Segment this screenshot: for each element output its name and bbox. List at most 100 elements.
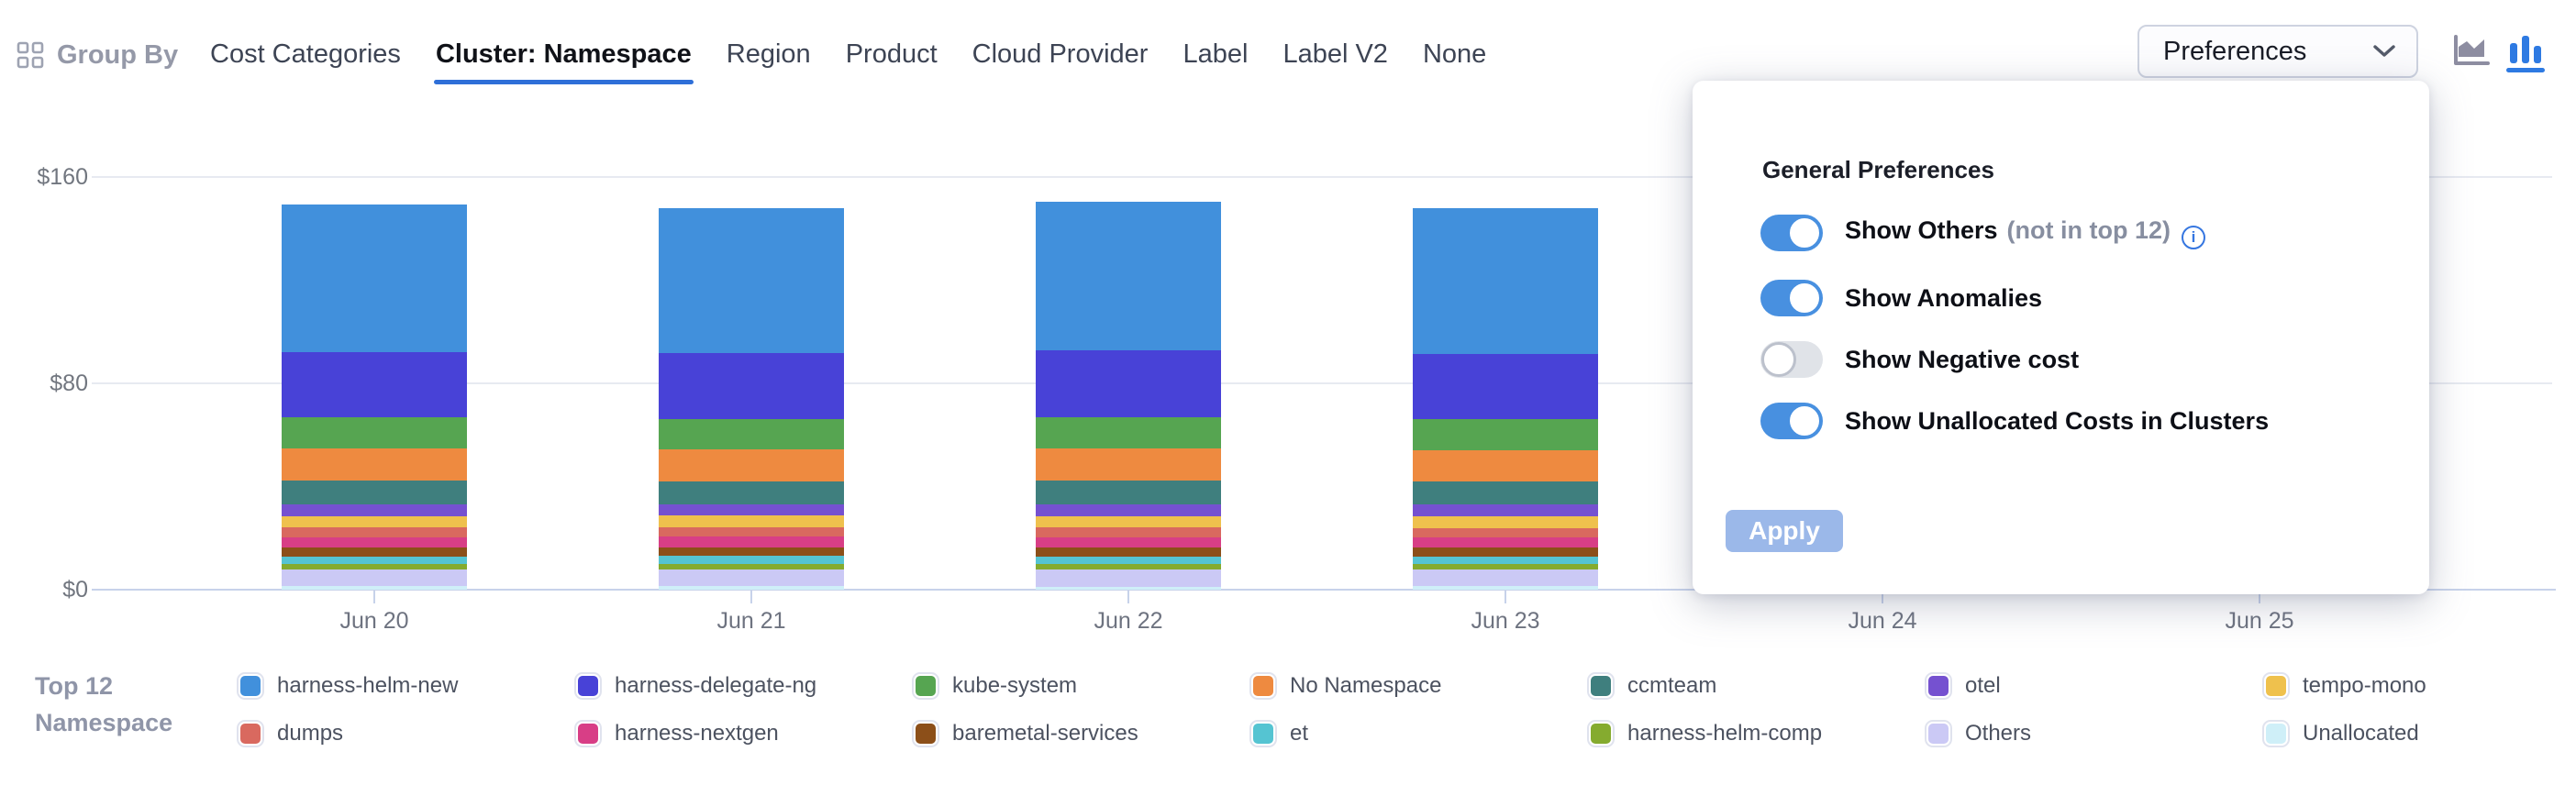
legend-item-tempo-mono[interactable]: tempo-mono bbox=[2262, 662, 2576, 710]
bar-segment-harness-delegate-ng[interactable] bbox=[1413, 353, 1598, 420]
tab-region[interactable]: Region bbox=[726, 39, 811, 69]
bar-segment-tempo-mono[interactable] bbox=[659, 515, 844, 527]
bar-segment-harness-helm-new[interactable] bbox=[282, 205, 467, 352]
toggle-label-1: Show Anomalies bbox=[1845, 283, 2043, 312]
legend-item-unallocated[interactable]: Unallocated bbox=[2262, 710, 2576, 757]
bar-segment-otel[interactable] bbox=[659, 503, 844, 516]
tab-cost-categories[interactable]: Cost Categories bbox=[210, 39, 401, 69]
legend-item-harness-nextgen[interactable]: harness-nextgen bbox=[574, 710, 912, 757]
preferences-dropdown-button[interactable]: Preferences bbox=[2137, 25, 2418, 78]
bar-segment-harness-helm-comp[interactable] bbox=[282, 563, 467, 569]
x-axis-label: Jun 23 bbox=[1471, 608, 1540, 634]
bar-segment-harness-delegate-ng[interactable] bbox=[659, 352, 844, 419]
tab-none[interactable]: None bbox=[1422, 39, 1487, 69]
toggle-switch-3[interactable] bbox=[1760, 403, 1823, 439]
tab-label-v2[interactable]: Label V2 bbox=[1282, 39, 1388, 69]
legend-item-et[interactable]: et bbox=[1249, 710, 1587, 757]
x-axis-tick bbox=[373, 591, 375, 603]
legend-item-dumps[interactable]: dumps bbox=[237, 710, 574, 757]
bar-segment-dumps[interactable] bbox=[282, 526, 467, 537]
bar-segment-others[interactable] bbox=[659, 569, 844, 586]
bar-segment-unallocated[interactable] bbox=[282, 585, 467, 590]
legend-swatch bbox=[1249, 672, 1277, 700]
bar-segment-harness-delegate-ng[interactable] bbox=[282, 351, 467, 418]
legend-item-harness-helm-comp[interactable]: harness-helm-comp bbox=[1587, 710, 1925, 757]
bar-segment-kube-system[interactable] bbox=[282, 417, 467, 449]
bar-jun-21[interactable] bbox=[659, 208, 844, 590]
bar-segment-otel[interactable] bbox=[1036, 503, 1221, 516]
tab-cloud-provider[interactable]: Cloud Provider bbox=[972, 39, 1149, 69]
legend-item-harness-helm-new[interactable]: harness-helm-new bbox=[237, 662, 574, 710]
bar-segment-others[interactable] bbox=[1413, 569, 1598, 587]
bar-segment-others[interactable] bbox=[1036, 569, 1221, 587]
bar-segment-no-namespace[interactable] bbox=[659, 449, 844, 481]
bar-segment-otel[interactable] bbox=[1413, 504, 1598, 517]
bar-segment-tempo-mono[interactable] bbox=[282, 515, 467, 527]
legend-item-others[interactable]: Others bbox=[1925, 710, 2262, 757]
bar-segment-dumps[interactable] bbox=[659, 526, 844, 537]
legend-item-baremetal-services[interactable]: baremetal-services bbox=[912, 710, 1249, 757]
bar-segment-et[interactable] bbox=[659, 556, 844, 564]
bar-segment-ccmteam[interactable] bbox=[1413, 481, 1598, 505]
bar-segment-harness-nextgen[interactable] bbox=[282, 536, 467, 547]
bar-segment-harness-nextgen[interactable] bbox=[659, 536, 844, 547]
toggle-row-1: Show Anomalies bbox=[1760, 280, 2042, 316]
apply-button[interactable]: Apply bbox=[1726, 510, 1843, 552]
bar-segment-unallocated[interactable] bbox=[1413, 586, 1598, 590]
tab-product[interactable]: Product bbox=[845, 39, 938, 69]
bar-jun-20[interactable] bbox=[282, 205, 467, 590]
bar-segment-harness-delegate-ng[interactable] bbox=[1036, 350, 1221, 418]
bar-segment-harness-helm-new[interactable] bbox=[659, 208, 844, 353]
tab-cluster-namespace[interactable]: Cluster: Namespace bbox=[433, 39, 694, 84]
bar-segment-otel[interactable] bbox=[282, 503, 467, 516]
bar-segment-ccmteam[interactable] bbox=[282, 481, 467, 504]
bar-segment-kube-system[interactable] bbox=[1413, 419, 1598, 450]
preferences-dropdown-label: Preferences bbox=[2163, 36, 2307, 66]
bar-segment-ccmteam[interactable] bbox=[659, 481, 844, 504]
bar-segment-kube-system[interactable] bbox=[659, 418, 844, 449]
legend-item-no-namespace[interactable]: No Namespace bbox=[1249, 662, 1587, 710]
bar-segment-harness-nextgen[interactable] bbox=[1036, 536, 1221, 547]
bar-segment-baremetal-services[interactable] bbox=[1036, 547, 1221, 558]
x-axis-tick bbox=[1505, 591, 1506, 603]
bar-segment-harness-helm-comp[interactable] bbox=[659, 563, 844, 569]
bar-segment-dumps[interactable] bbox=[1036, 526, 1221, 537]
bar-segment-tempo-mono[interactable] bbox=[1413, 516, 1598, 528]
x-axis-label: Jun 21 bbox=[716, 608, 786, 634]
bar-segment-no-namespace[interactable] bbox=[282, 448, 467, 481]
legend-item-otel[interactable]: otel bbox=[1925, 662, 2262, 710]
bar-segment-tempo-mono[interactable] bbox=[1036, 515, 1221, 527]
info-icon[interactable]: i bbox=[2182, 226, 2205, 249]
bar-segment-harness-helm-comp[interactable] bbox=[1413, 564, 1598, 570]
bar-segment-no-namespace[interactable] bbox=[1413, 449, 1598, 482]
legend-item-harness-delegate-ng[interactable]: harness-delegate-ng bbox=[574, 662, 912, 710]
bar-segment-harness-nextgen[interactable] bbox=[1413, 537, 1598, 548]
area-chart-icon[interactable] bbox=[2451, 35, 2492, 74]
bar-segment-et[interactable] bbox=[1036, 557, 1221, 565]
legend-item-ccmteam[interactable]: ccmteam bbox=[1587, 662, 1925, 710]
bar-jun-23[interactable] bbox=[1413, 207, 1598, 590]
bar-segment-dumps[interactable] bbox=[1413, 527, 1598, 538]
bar-segment-harness-helm-new[interactable] bbox=[1413, 207, 1598, 354]
bar-segment-others[interactable] bbox=[282, 569, 467, 586]
bar-segment-ccmteam[interactable] bbox=[1036, 481, 1221, 504]
bar-segment-harness-helm-comp[interactable] bbox=[1036, 564, 1221, 570]
bar-segment-unallocated[interactable] bbox=[1036, 586, 1221, 590]
bar-segment-et[interactable] bbox=[282, 556, 467, 564]
bar-segment-baremetal-services[interactable] bbox=[282, 547, 467, 557]
bar-segment-harness-helm-new[interactable] bbox=[1036, 202, 1221, 350]
bar-segment-baremetal-services[interactable] bbox=[659, 547, 844, 557]
bar-segment-unallocated[interactable] bbox=[659, 585, 844, 590]
bar-jun-22[interactable] bbox=[1036, 202, 1221, 590]
bar-segment-kube-system[interactable] bbox=[1036, 417, 1221, 448]
bar-chart-icon[interactable] bbox=[2506, 35, 2545, 72]
bar-segment-et[interactable] bbox=[1413, 557, 1598, 565]
bar-segment-no-namespace[interactable] bbox=[1036, 448, 1221, 481]
legend-item-kube-system[interactable]: kube-system bbox=[912, 662, 1249, 710]
legend-item-label: harness-nextgen bbox=[615, 721, 779, 746]
toggle-switch-0[interactable] bbox=[1760, 215, 1823, 251]
toggle-switch-2[interactable] bbox=[1760, 341, 1823, 378]
toggle-switch-1[interactable] bbox=[1760, 280, 1823, 316]
tab-label[interactable]: Label bbox=[1183, 39, 1249, 69]
bar-segment-baremetal-services[interactable] bbox=[1413, 547, 1598, 558]
